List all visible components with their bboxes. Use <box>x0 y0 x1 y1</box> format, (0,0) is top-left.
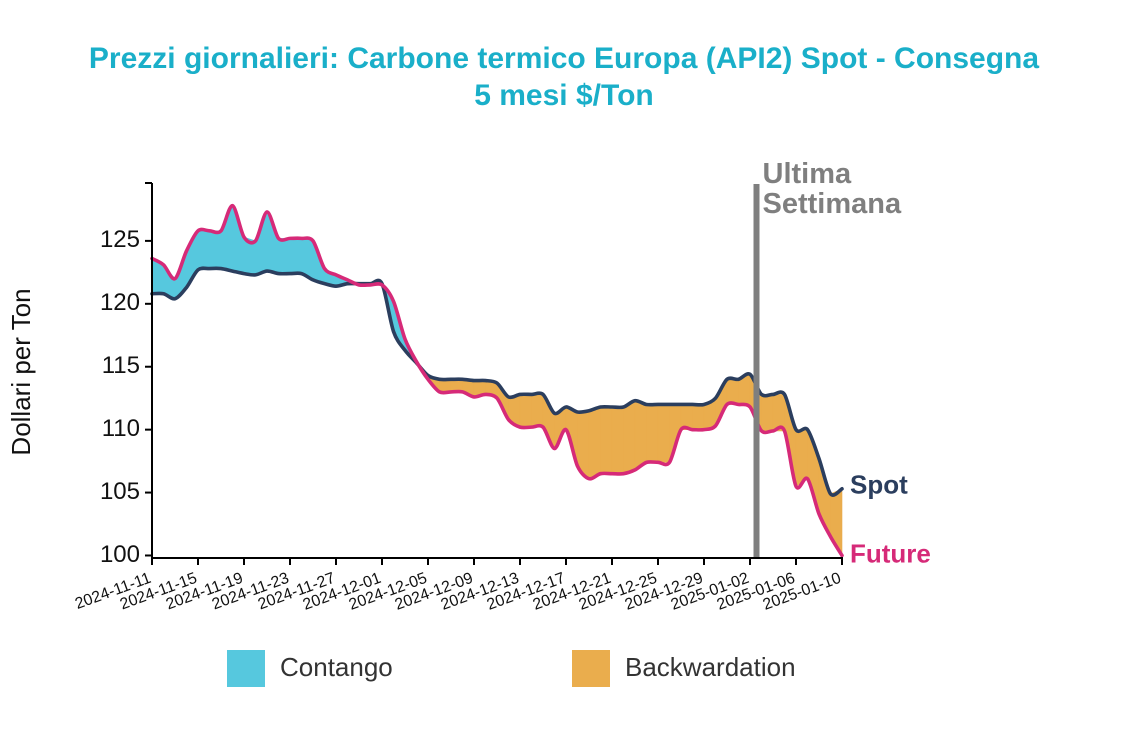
spread-fill-segment <box>680 404 693 430</box>
series-line-future <box>150 203 844 558</box>
spread-fill-segment <box>646 404 659 463</box>
spread-fill-segment <box>726 379 739 405</box>
series-lines <box>150 203 844 558</box>
spread-fill-segment <box>588 406 601 480</box>
spread-fill-segment <box>634 400 647 471</box>
spread-fill-segment <box>600 406 613 474</box>
spread-fill-segment <box>623 400 636 475</box>
legend-swatch <box>572 650 610 687</box>
spread-fill-segment <box>611 406 624 474</box>
y-tick-label: 115 <box>102 352 140 379</box>
chart-title-line-2: 5 mesi $/Ton <box>474 79 654 112</box>
annotation-label-line: Ultima <box>763 158 853 190</box>
spread-fill-segment <box>772 394 785 432</box>
spread-fill-segment <box>209 230 222 269</box>
series-line-spot <box>150 266 844 497</box>
y-tick-label: 120 <box>100 289 140 316</box>
legend-item-contango: Contango <box>227 650 393 687</box>
annotation-label-line: Settimana <box>763 188 902 220</box>
spread-fills <box>151 205 843 557</box>
spread-fill-segment <box>761 394 774 432</box>
spread-fill-segment <box>519 394 532 428</box>
y-tick-label: 105 <box>100 478 140 505</box>
chart-title-line-1: Prezzi giornalieri: Carbone termico Euro… <box>88 42 1040 75</box>
series-end-label-future: Future <box>850 538 931 568</box>
y-tick-label: 100 <box>100 541 140 568</box>
legend-item-backwardation: Backwardation <box>572 650 796 687</box>
spread-fill-segment <box>289 238 302 274</box>
legend-label: Contango <box>280 652 393 682</box>
legend: Contango Backwardation <box>227 650 796 687</box>
legend-swatch <box>227 650 265 687</box>
spread-fill-segment <box>278 238 291 274</box>
spread-fill-segment <box>531 394 544 428</box>
y-tick-label: 125 <box>100 226 140 253</box>
chart-title: Prezzi giornalieri: Carbone termico Euro… <box>0 40 1128 114</box>
legend-label: Backwardation <box>625 652 796 682</box>
y-tick-label: 110 <box>102 415 140 442</box>
series-end-label-spot: Spot <box>850 470 908 500</box>
series-end-labels: Spot Future <box>850 470 931 569</box>
spread-fill-segment <box>692 404 705 430</box>
spread-fill-segment <box>197 230 210 271</box>
spread-fill-segment <box>657 404 670 463</box>
y-axis-label: Dollari per Ton <box>6 288 36 455</box>
